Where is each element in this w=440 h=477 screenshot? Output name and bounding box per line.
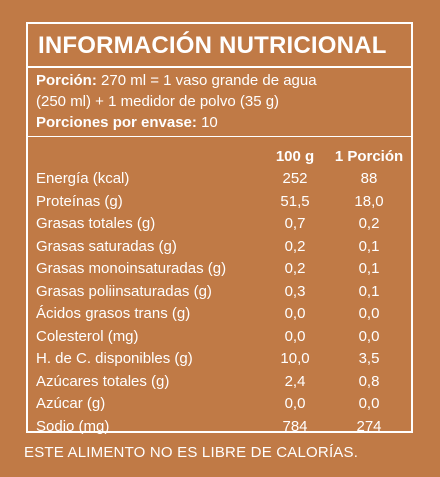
- value-per-100g: 0,0: [284, 327, 306, 345]
- table-row: Azúcar (g) 0,0 0,0: [28, 393, 411, 416]
- value-per-100g: 784: [282, 417, 308, 435]
- nutrient-label: Grasas totales (g): [36, 215, 156, 232]
- table-row: Ácidos grasos trans (g) 0,0 0,0: [28, 303, 411, 326]
- per-container-line: Porciones por envase: 10: [36, 112, 406, 133]
- title-divider: [28, 66, 411, 68]
- nutrient-label: H. de C. disponibles (g): [36, 350, 193, 367]
- table-row: Grasas poliinsaturadas (g) 0,3 0,1: [28, 281, 411, 304]
- value-per-100g: 10,0: [280, 350, 310, 367]
- table-row: Energía (kcal) 252 88: [28, 168, 411, 191]
- nutrient-label: Grasas monoinsaturadas (g): [36, 260, 227, 277]
- table-row: Grasas saturadas (g) 0,2 0,1: [28, 236, 411, 259]
- value-per-100g: 0,7: [284, 215, 306, 232]
- nutrient-label: Azúcares totales (g): [36, 372, 170, 390]
- value-per-portion: 0,1: [358, 260, 380, 277]
- header-portion: 1 Porción: [334, 148, 404, 165]
- nutrient-label: Ácidos grasos trans (g): [36, 305, 191, 322]
- per-container-label: Porciones por envase:: [36, 114, 197, 131]
- value-per-portion: 0,2: [358, 215, 380, 232]
- per-container-value: 10: [196, 114, 218, 131]
- value-per-portion: 0,8: [358, 372, 380, 390]
- table-row: Sodio (mg) 784 274: [28, 416, 411, 439]
- value-per-portion: 3,5: [358, 350, 380, 367]
- portion-line-1: Porción: 270 ml = 1 vaso grande de agua: [36, 70, 406, 91]
- table-row: H. de C. disponibles (g) 10,0 3,5: [28, 348, 411, 371]
- panel-title: INFORMACIÓN NUTRICIONAL: [38, 32, 387, 59]
- nutrient-label: Colesterol (mg): [36, 327, 139, 345]
- value-per-100g: 252: [282, 170, 308, 187]
- value-per-portion: 274: [356, 417, 382, 435]
- header-100g: 100 g: [275, 148, 315, 165]
- nutrient-label: Grasas poliinsaturadas (g): [36, 282, 212, 300]
- portion-info: Porción: 270 ml = 1 vaso grande de agua …: [36, 70, 406, 133]
- value-per-portion: 18,0: [354, 192, 384, 210]
- calorie-warning: ESTE ALIMENTO NO ES LIBRE DE CALORÍAS.: [24, 444, 359, 461]
- nutrient-label: Grasas saturadas (g): [36, 237, 177, 255]
- portion-divider: [28, 136, 411, 137]
- table-row: Proteínas (g) 51,5 18,0: [28, 191, 411, 214]
- table-header: 100 g 1 Porción: [28, 148, 411, 170]
- nutrient-table: Energía (kcal) 252 88 Proteínas (g) 51,5 18,0…: [28, 168, 411, 438]
- value-per-100g: 0,0: [284, 305, 306, 322]
- value-per-portion: 88: [360, 170, 378, 187]
- value-per-100g: 0,2: [284, 260, 306, 277]
- portion-text-1: 270 ml = 1 vaso grande de agua: [96, 72, 317, 89]
- portion-text-2: (250 ml) + 1 medidor de polvo (35 g): [36, 93, 280, 110]
- value-per-portion: 0,0: [358, 395, 380, 412]
- value-per-portion: 0,0: [358, 327, 380, 345]
- portion-label: Porción:: [36, 72, 97, 89]
- nutrient-label: Azúcar (g): [36, 395, 106, 412]
- nutrient-label: Sodio (mg): [36, 417, 110, 435]
- value-per-100g: 2,4: [284, 372, 306, 390]
- value-per-100g: 0,2: [284, 237, 306, 255]
- value-per-100g: 0,3: [284, 282, 306, 300]
- nutrient-label: Proteínas (g): [36, 192, 123, 210]
- value-per-portion: 0,1: [358, 282, 380, 300]
- value-per-100g: 0,0: [284, 395, 306, 412]
- value-per-portion: 0,1: [358, 237, 380, 255]
- table-row: Azúcares totales (g) 2,4 0,8: [28, 371, 411, 394]
- value-per-100g: 51,5: [280, 192, 310, 210]
- nutrient-label: Energía (kcal): [36, 170, 130, 187]
- value-per-portion: 0,0: [358, 305, 380, 322]
- nutrition-facts-panel: INFORMACIÓN NUTRICIONAL Porción: 270 ml …: [26, 22, 413, 435]
- table-row: Colesterol (mg) 0,0 0,0: [28, 326, 411, 349]
- table-row: Grasas totales (g) 0,7 0,2: [28, 213, 411, 236]
- table-row: Grasas monoinsaturadas (g) 0,2 0,1: [28, 258, 411, 281]
